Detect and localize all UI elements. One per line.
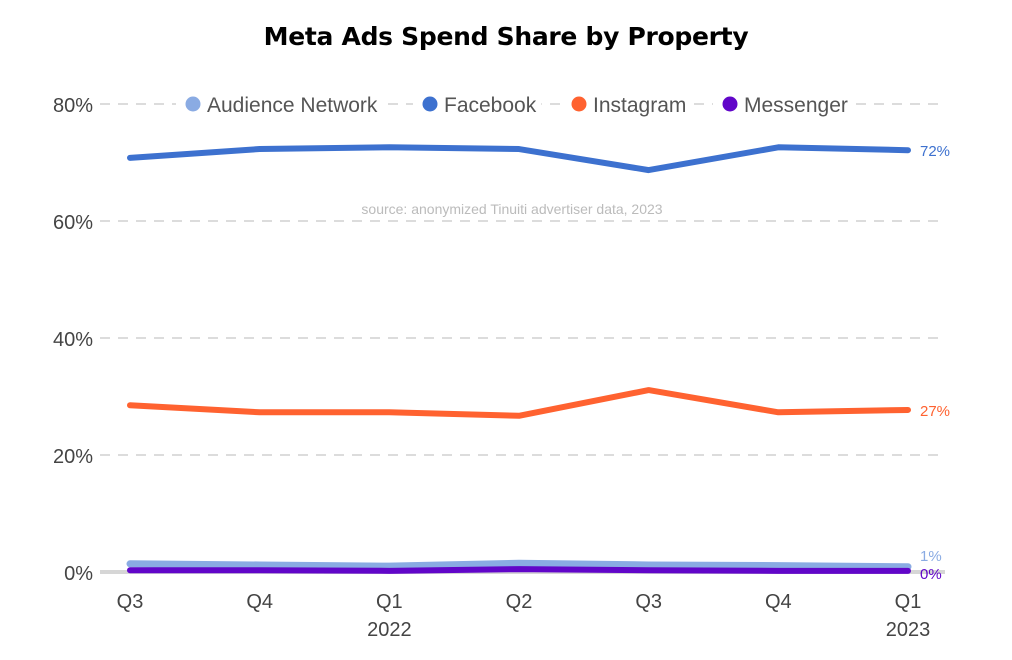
x-tick-year-label: 2022 xyxy=(367,619,412,641)
x-tick-label: Q3 xyxy=(117,591,144,613)
legend-marker-icon xyxy=(422,96,438,112)
x-tick-label: Q4 xyxy=(765,591,792,613)
x-tick-label: Q3 xyxy=(635,591,662,613)
x-tick-label: Q2 xyxy=(506,591,533,613)
y-axis-ticks: 0% 20% 40% 60% 80% xyxy=(53,95,93,585)
end-label-audience-network: 1% xyxy=(920,548,942,565)
chart-title: Meta Ads Spend Share by Property xyxy=(263,22,749,51)
x-axis-ticks: Q3 Q4 Q1 2022 Q2 Q3 Q4 Q1 2023 xyxy=(117,591,931,641)
y-tick-label: 80% xyxy=(53,95,93,117)
legend-marker-icon xyxy=(722,96,738,112)
x-tick-label: Q4 xyxy=(246,591,273,613)
series-line-messenger xyxy=(127,566,911,574)
y-tick-label: 60% xyxy=(53,212,93,234)
y-tick-label: 0% xyxy=(64,563,93,585)
legend-backdrop xyxy=(176,91,383,117)
series-lines xyxy=(126,144,912,574)
x-tick-year-label: 2023 xyxy=(886,619,931,641)
legend: Audience Network Facebook Instagram Messeng… xyxy=(176,91,853,117)
series-line-instagram xyxy=(127,387,911,419)
legend-label[interactable]: Facebook xyxy=(444,94,537,117)
y-tick-label: 40% xyxy=(53,329,93,351)
gridlines xyxy=(100,103,945,574)
legend-marker-icon xyxy=(185,96,201,112)
end-label-facebook: 72% xyxy=(920,143,950,160)
end-labels: 1% 72% 27% 0% xyxy=(920,143,950,583)
source-annotation: source: anonymized Tinuiti advertiser da… xyxy=(361,201,662,217)
legend-label[interactable]: Instagram xyxy=(593,94,686,117)
x-tick-label: Q1 xyxy=(895,591,922,613)
x-tick-label: Q1 xyxy=(376,591,403,613)
legend-label[interactable]: Audience Network xyxy=(207,94,378,117)
end-label-instagram: 27% xyxy=(920,403,950,420)
series-line-facebook xyxy=(127,144,911,174)
y-tick-label: 20% xyxy=(53,446,93,468)
legend-marker-icon xyxy=(571,96,587,112)
legend-label[interactable]: Messenger xyxy=(744,94,848,117)
end-label-messenger: 0% xyxy=(920,566,942,583)
